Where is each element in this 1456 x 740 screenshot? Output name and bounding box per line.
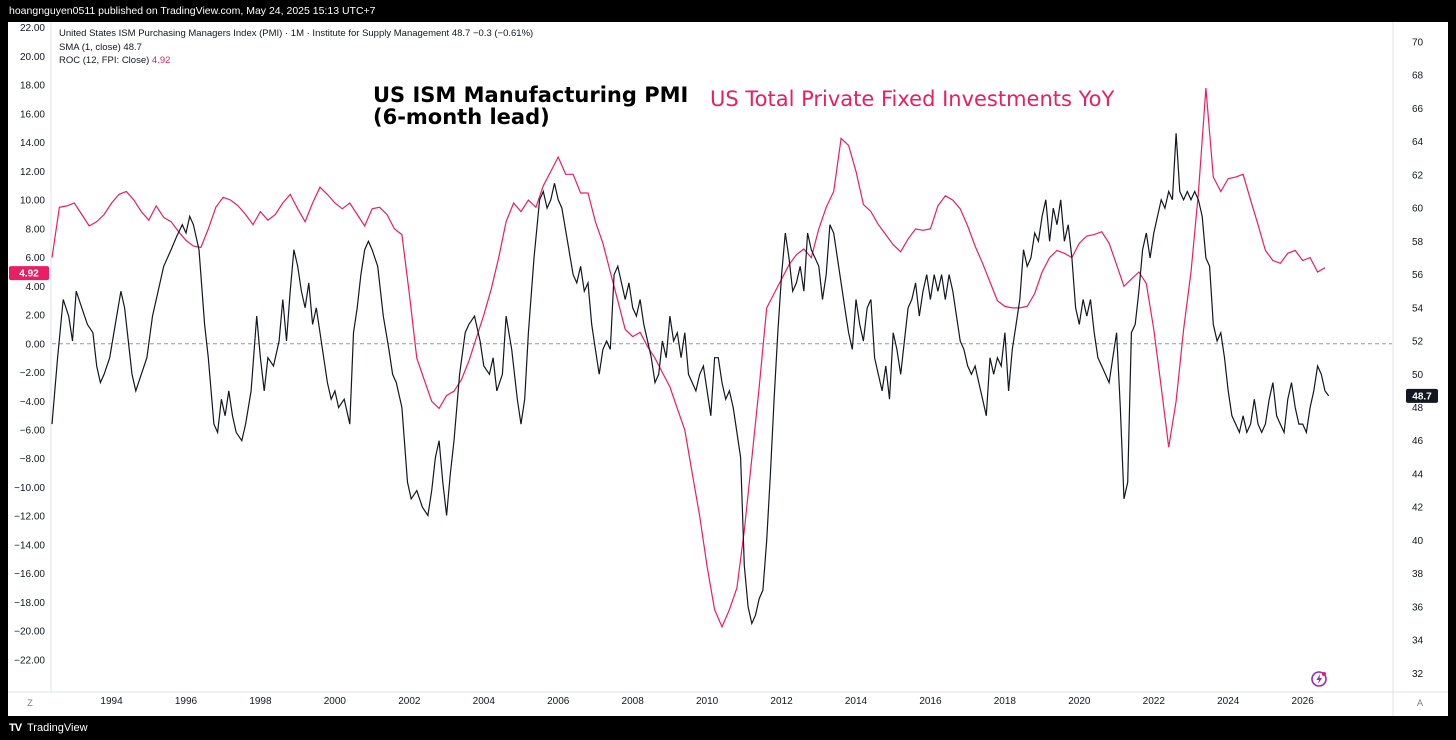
time-tick-label: 1998 (249, 696, 272, 707)
left-tick-label: −12.00 (14, 512, 45, 523)
legend-sma-value: 48.7 (123, 42, 142, 53)
left-tick-label: 16.00 (20, 109, 45, 120)
chart-frame[interactable]: 22.00 20.00 18.00 16.00 14.00 12.00 10.00 8.00 6… (8, 22, 1448, 716)
right-tick-label: 56 (1412, 270, 1424, 281)
time-tick-label: 2002 (398, 696, 421, 707)
left-tick-label: 0.00 (26, 339, 46, 350)
time-tick-label: 1996 (175, 696, 198, 707)
right-tick-label: 52 (1412, 337, 1424, 348)
legend-sma-label: SMA (1, close) (59, 42, 123, 53)
right-tick-label: 68 (1412, 71, 1424, 82)
published-header: hoangnguyen0511 published on TradingView… (0, 0, 1456, 22)
published-text: hoangnguyen0511 published on TradingView… (9, 5, 376, 17)
right-tick-label: 40 (1412, 536, 1424, 547)
legend-roc-label: ROC (12, FPI: Close) (59, 55, 152, 66)
legend-roc[interactable]: ROC (12, FPI: Close) 4.92 (59, 55, 170, 66)
time-tick-label: 2026 (1292, 696, 1315, 707)
left-tick-label: −2.00 (20, 368, 46, 379)
chart-canvas[interactable]: 22.00 20.00 18.00 16.00 14.00 12.00 10.00 8.00 6… (8, 22, 1448, 716)
tradingview-logo-icon[interactable]: TV (9, 722, 22, 734)
lightning-icon[interactable] (1311, 671, 1327, 687)
tradingview-brand[interactable]: TradingView (27, 722, 88, 734)
right-current-tag: 48.7 (1406, 388, 1438, 403)
right-tick-label: 50 (1412, 370, 1424, 381)
time-tick-label: 2020 (1068, 696, 1091, 707)
right-tick-label: 32 (1412, 669, 1424, 680)
right-tick-label: 42 (1412, 503, 1424, 514)
time-tick-label: 2008 (622, 696, 645, 707)
corner-left-label[interactable]: Z (27, 698, 33, 708)
right-tick-label: 60 (1412, 204, 1424, 215)
time-tick-label: 2024 (1217, 696, 1240, 707)
left-tick-label: 8.00 (26, 224, 46, 235)
left-tick-label: 18.00 (20, 81, 45, 92)
left-tick-label: −8.00 (20, 454, 46, 465)
right-tick-label: 36 (1412, 602, 1424, 613)
left-tick-label: 20.00 (20, 52, 45, 63)
right-tick-label: 38 (1412, 569, 1424, 580)
right-tick-label: 58 (1412, 237, 1424, 248)
time-tick-label: 2018 (994, 696, 1017, 707)
investment-title: US Total Private Fixed Investments YoY (710, 87, 1115, 111)
left-tick-label: 10.00 (20, 196, 45, 207)
right-tick-label: 48 (1412, 403, 1424, 414)
left-tick-label: −6.00 (20, 425, 46, 436)
left-tick-label: 14.00 (20, 138, 45, 149)
time-tick-label: 2006 (547, 696, 570, 707)
right-tick-label: 62 (1412, 170, 1424, 181)
right-tick-label: 64 (1412, 137, 1424, 148)
time-tick-label: 1994 (100, 696, 123, 707)
right-tick-label: 46 (1412, 436, 1424, 447)
pmi-title-line1: US ISM Manufacturing PMI (373, 83, 688, 107)
right-tick-label: 54 (1412, 303, 1424, 314)
footer-bar: TV TradingView (0, 716, 1456, 740)
legend-roc-value: 4.92 (152, 55, 171, 66)
pmi-title-line2: (6-month lead) (373, 105, 550, 129)
time-axis-ticks: 1994 1996 1998 2000 2002 2004 2006 2008 2010 2012… (100, 696, 1314, 707)
left-tick-label: 6.00 (26, 253, 46, 264)
left-tick-label: −10.00 (14, 483, 45, 494)
time-tick-label: 2016 (919, 696, 942, 707)
left-tick-label: −4.00 (20, 397, 46, 408)
ism-pmi-line[interactable] (51, 133, 1330, 626)
time-tick-label: 2004 (473, 696, 496, 707)
right-tick-label: 66 (1412, 104, 1424, 115)
investment-yoy-line[interactable] (51, 88, 1326, 629)
left-tick-label: 12.00 (20, 167, 45, 178)
left-tick-label: −16.00 (14, 569, 45, 580)
time-tick-label: 2012 (770, 696, 793, 707)
left-current-value: 4.92 (19, 269, 39, 280)
right-tick-label: 70 (1412, 37, 1424, 48)
right-tick-label: 44 (1412, 469, 1424, 480)
time-tick-label: 2022 (1143, 696, 1166, 707)
left-axis-ticks: 22.00 20.00 18.00 16.00 14.00 12.00 10.00 8.00 6… (14, 23, 45, 666)
legend-symbol-line[interactable]: United States ISM Purchasing Managers In… (59, 28, 533, 39)
right-axis-ticks: 70 68 66 64 62 60 58 56 54 52 50 48 46 44 42 40 38 36 34 32 (1412, 37, 1424, 679)
right-tick-label: 34 (1412, 636, 1424, 647)
left-current-tag: 4.92 (9, 266, 49, 281)
left-tick-label: 22.00 (20, 23, 45, 34)
left-tick-label: −20.00 (14, 627, 45, 638)
time-tick-label: 2010 (696, 696, 719, 707)
left-tick-label: 4.00 (26, 282, 46, 293)
left-tick-label: −22.00 (14, 655, 45, 666)
left-tick-label: −14.00 (14, 540, 45, 551)
right-current-value: 48.7 (1412, 391, 1432, 402)
left-tick-label: 2.00 (26, 311, 46, 322)
left-tick-label: −18.00 (14, 598, 45, 609)
corner-right-label[interactable]: A (1417, 698, 1423, 708)
time-tick-label: 2000 (324, 696, 347, 707)
time-tick-label: 2014 (845, 696, 868, 707)
legend-sma[interactable]: SMA (1, close) 48.7 (59, 42, 142, 53)
